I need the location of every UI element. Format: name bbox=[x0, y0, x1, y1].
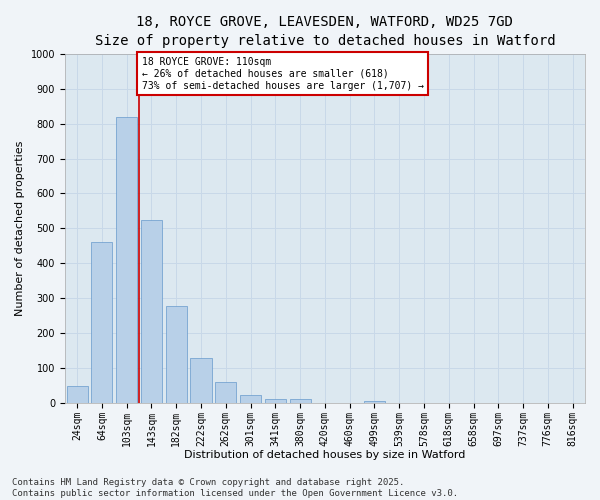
Bar bbox=[166, 306, 187, 403]
Bar bbox=[67, 386, 88, 403]
Bar bbox=[190, 358, 212, 403]
Bar bbox=[91, 242, 112, 403]
Y-axis label: Number of detached properties: Number of detached properties bbox=[15, 140, 25, 316]
Bar bbox=[215, 382, 236, 403]
Bar bbox=[364, 401, 385, 403]
Bar bbox=[141, 220, 162, 403]
X-axis label: Distribution of detached houses by size in Watford: Distribution of detached houses by size … bbox=[184, 450, 466, 460]
Text: Contains HM Land Registry data © Crown copyright and database right 2025.
Contai: Contains HM Land Registry data © Crown c… bbox=[12, 478, 458, 498]
Bar bbox=[240, 396, 261, 403]
Bar bbox=[290, 400, 311, 403]
Text: 18 ROYCE GROVE: 110sqm
← 26% of detached houses are smaller (618)
73% of semi-de: 18 ROYCE GROVE: 110sqm ← 26% of detached… bbox=[142, 58, 424, 90]
Title: 18, ROYCE GROVE, LEAVESDEN, WATFORD, WD25 7GD
Size of property relative to detac: 18, ROYCE GROVE, LEAVESDEN, WATFORD, WD2… bbox=[95, 15, 555, 48]
Bar bbox=[116, 118, 137, 403]
Bar bbox=[265, 400, 286, 403]
